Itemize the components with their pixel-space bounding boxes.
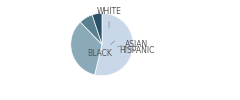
- Text: HISPANIC: HISPANIC: [119, 46, 155, 55]
- Text: BLACK: BLACK: [87, 41, 115, 58]
- Text: WHITE: WHITE: [97, 7, 121, 28]
- Text: ASIAN: ASIAN: [118, 40, 149, 48]
- Wedge shape: [80, 15, 102, 44]
- Wedge shape: [95, 13, 133, 76]
- Wedge shape: [92, 13, 102, 44]
- Wedge shape: [71, 22, 102, 75]
